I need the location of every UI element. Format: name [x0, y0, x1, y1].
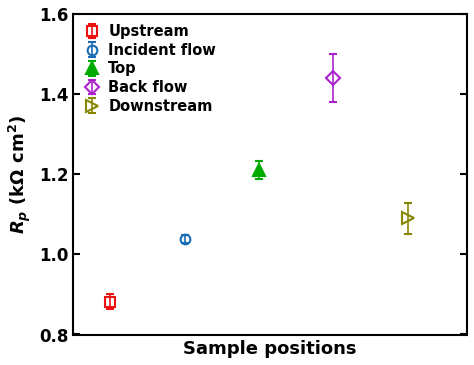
Legend: Upstream, Incident flow, Top, Back flow, Downstream: Upstream, Incident flow, Top, Back flow,… [81, 21, 219, 117]
X-axis label: Sample positions: Sample positions [183, 340, 357, 358]
Y-axis label: $R_p$ (k$\Omega$ cm$^2$): $R_p$ (k$\Omega$ cm$^2$) [7, 115, 33, 234]
